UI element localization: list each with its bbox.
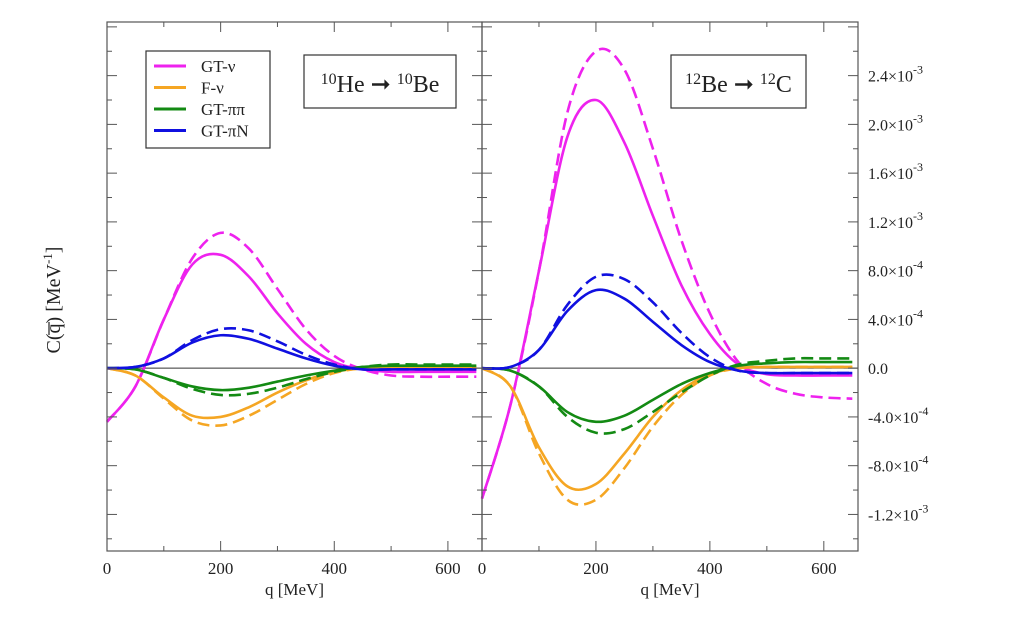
y-tick-label: 1.6×10-3 [868, 160, 923, 183]
series-line-gt-solid [481, 360, 853, 424]
panel-right: 0 200 400 600 q [MeV] 2.4×10-3 2.0×10-3 1.6×10-… [478, 21, 928, 599]
y-tick-label: -4.0×10-4 [868, 404, 928, 427]
y-axis-label: C(q) [MeV-1] [40, 247, 65, 354]
series-line-gtn-dashed [106, 326, 477, 372]
x-tick-label: 600 [811, 559, 837, 578]
series-line-gt-dashed [481, 356, 853, 435]
x-tick-label: 400 [697, 559, 723, 578]
reaction-label: 10He ➞ 10Be [321, 71, 440, 99]
reaction-label-box [670, 54, 807, 109]
reaction-text: Be [413, 72, 440, 98]
reaction-text: C [776, 72, 792, 98]
series-line-f-solid [481, 365, 853, 492]
legend-label: GT-ππ [201, 100, 245, 119]
y-tick-label: 2.0×10-3 [868, 111, 923, 134]
y-tick-label: -1.2×10-3 [868, 501, 928, 524]
reaction-label-box [303, 54, 457, 109]
reaction-text: ➞ [728, 72, 760, 98]
series-line-gt-solid [480, 98, 853, 499]
x-axis-label: q [MeV] [265, 580, 324, 599]
reaction-label: 12Be ➞ 12C [685, 71, 792, 99]
x-axis-label: q [MeV] [640, 580, 699, 599]
series-line-f-dashed [481, 365, 853, 506]
series-line-gt-dashed [480, 47, 853, 499]
x-tick-label: 400 [322, 559, 348, 578]
mass-number: 10 [321, 71, 337, 88]
x-tick-label: 200 [208, 559, 234, 578]
y-tick-label: 4.0×10-4 [868, 306, 923, 329]
x-tick-label: 200 [583, 559, 609, 578]
series-line-gt-dashed [106, 363, 477, 397]
reaction-text: ➞ [365, 72, 397, 98]
x-tick-label: 0 [103, 559, 112, 578]
y-tick-label: 2.4×10-3 [868, 63, 923, 86]
legend-label: GT-πN [201, 122, 249, 141]
mass-number: 12 [760, 71, 776, 88]
y-tick-label: 8.0×10-4 [868, 258, 923, 281]
plot-frame [481, 21, 859, 552]
x-tick-label: 0 [478, 559, 487, 578]
reaction-text: He [337, 72, 365, 98]
reaction-text: Be [701, 72, 728, 98]
legend: GT-ν F-ν GT-ππ GT-πN [145, 50, 271, 149]
x-tick-label: 600 [435, 559, 461, 578]
legend-label: GT-ν [201, 57, 236, 76]
series-line-gtn-dashed [481, 273, 853, 375]
mass-number: 10 [397, 71, 413, 88]
mass-number: 12 [685, 71, 701, 88]
legend-label: F-ν [201, 79, 224, 98]
series-line-gt-dashed [105, 231, 477, 423]
y-tick-label: -8.0×10-4 [868, 453, 928, 476]
y-tick-label: 1.2×10-3 [868, 209, 923, 232]
y-tick-label: 0.0 [868, 361, 888, 378]
series-line-gtn-solid [481, 288, 853, 375]
